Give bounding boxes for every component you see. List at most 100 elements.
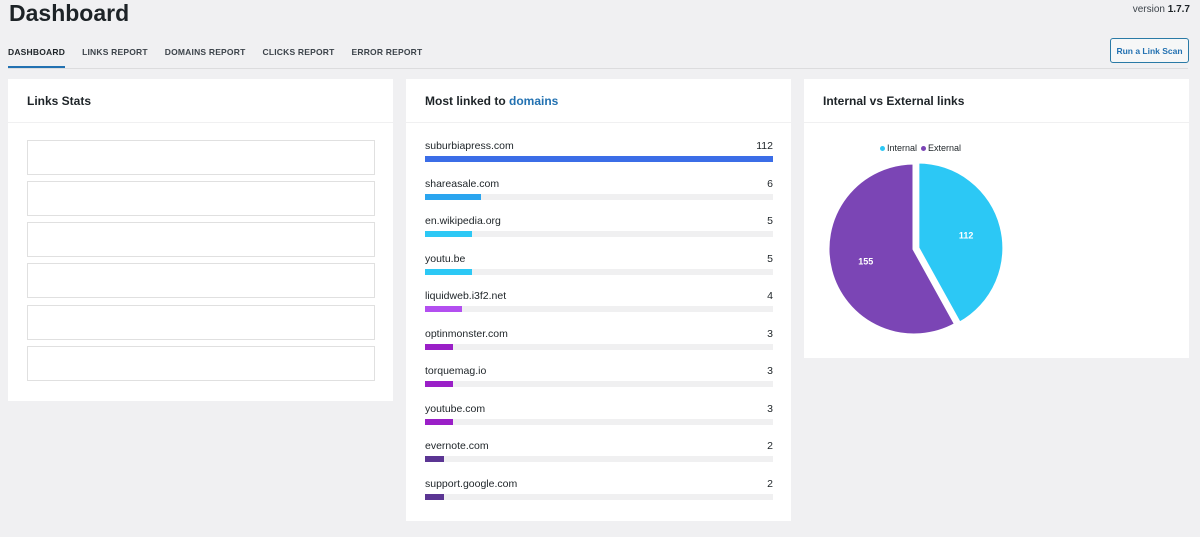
broken-link-icon	[36, 313, 54, 332]
link-found-icon	[36, 190, 54, 208]
stat-label: Orphaned Posts	[62, 274, 142, 287]
domain-row[interactable]: en.wikipedia.org 5	[425, 215, 773, 239]
stat-label: Broken Links	[62, 316, 126, 329]
orphaned-posts-icon	[36, 271, 54, 290]
pie-slice-external[interactable]	[826, 161, 958, 337]
domain-row[interactable]: youtu.be 5	[425, 253, 773, 277]
error-x-icon	[36, 354, 54, 373]
domain-bar-track	[425, 306, 773, 312]
stat-orphaned-posts[interactable]: Orphaned Posts 1	[27, 263, 375, 298]
domain-row[interactable]: evernote.com 2	[425, 440, 773, 464]
domain-name: youtu.be	[425, 252, 466, 265]
internal-link-icon	[36, 230, 54, 249]
domain-bar	[425, 268, 472, 275]
domain-name: optinmonster.com	[425, 327, 508, 340]
stat-posts-crawled[interactable]: Posts Crawled 6	[27, 140, 375, 175]
domain-bar	[425, 193, 481, 200]
pie-slice-internal[interactable]	[916, 160, 1006, 326]
domain-bar	[425, 306, 463, 312]
domain-row[interactable]: optinmonster.com 3	[425, 328, 773, 352]
domain-bar	[425, 231, 472, 237]
version-info: version 1.7.7	[1133, 4, 1190, 15]
internal-external-pie-chart: 112 155	[826, 160, 1006, 337]
legend-item-external[interactable]: External	[921, 143, 961, 153]
domain-count: 3	[767, 402, 773, 415]
domain-count: 5	[767, 215, 773, 227]
legend-dot	[880, 145, 885, 151]
domain-row[interactable]: liquidweb.i3f2.net 4	[425, 290, 773, 314]
domain-bar	[425, 381, 453, 387]
stat-value: 6	[355, 151, 362, 164]
domain-bar	[425, 493, 444, 500]
domain-count: 2	[767, 477, 773, 490]
domain-bar-track	[425, 231, 773, 237]
stat-internal-links[interactable]: Internal Links 112	[27, 222, 375, 257]
card-divider	[406, 122, 791, 123]
legend-item-internal[interactable]: Internal	[880, 143, 917, 153]
stat-value: 112	[343, 233, 362, 246]
domain-row[interactable]: torquemag.io 3	[425, 365, 773, 389]
stat-label: Posts Crawled	[62, 151, 133, 164]
domain-count: 6	[767, 177, 773, 190]
card-divider	[804, 122, 1189, 123]
version-number: 1.7.7	[1167, 4, 1190, 15]
domain-name: shareasale.com	[425, 177, 500, 190]
domain-bar	[425, 343, 453, 350]
stat-label: Internal Links	[62, 233, 128, 246]
domain-count: 3	[767, 365, 773, 377]
chart-legend: Internal External	[880, 143, 965, 153]
domain-name: suburbiapress.com	[425, 140, 514, 152]
domain-count: 4	[767, 290, 773, 302]
stat-value: 0	[355, 316, 362, 329]
domain-row[interactable]: shareasale.com 6	[425, 178, 773, 202]
stat-value: 1	[355, 274, 362, 287]
stat-label: 404 errors	[62, 357, 113, 370]
domain-row[interactable]: support.google.com 2	[425, 478, 773, 502]
legend-label: Internal	[887, 143, 918, 153]
links-stats-card: Links Stats Posts Crawled 6 Links Found …	[8, 79, 393, 401]
domain-bar-track	[425, 418, 773, 425]
title-highlight: domains	[509, 94, 559, 108]
stat-broken-links[interactable]: Broken Links 0	[27, 305, 375, 340]
domain-bar-track	[425, 193, 773, 200]
domain-count: 3	[767, 327, 773, 340]
tab-domains-report[interactable]: DOMAINS REPORT	[164, 47, 246, 57]
domain-bar-track	[425, 456, 773, 462]
domain-name: torquemag.io	[425, 365, 487, 377]
tab-clicks-report[interactable]: CLICKS REPORT	[262, 47, 335, 57]
domain-name: liquidweb.i3f2.net	[425, 290, 507, 302]
pie-value-label: 155	[858, 256, 873, 266]
tab-error-report[interactable]: ERROR REPORT	[351, 47, 423, 57]
tab-dashboard[interactable]: DASHBOARD	[8, 40, 66, 68]
domain-bar-track	[425, 268, 773, 275]
stat-links-found[interactable]: Links Found 267	[27, 181, 375, 216]
domain-name: youtube.com	[425, 402, 486, 415]
domain-name: support.google.com	[425, 477, 518, 490]
tabs-divider	[8, 68, 1188, 69]
domain-name: evernote.com	[425, 440, 489, 452]
stat-label: Links Found	[62, 192, 122, 205]
stat-value: 0	[355, 357, 362, 370]
internal-external-title: Internal vs External links	[823, 94, 965, 108]
version-label: version	[1132, 4, 1165, 15]
internal-external-card: Internal vs External links Internal Exte…	[804, 79, 1189, 358]
legend-dot	[921, 145, 927, 151]
domain-bar	[425, 418, 453, 425]
domain-row[interactable]: suburbiapress.com 112	[425, 140, 773, 164]
top-domains-title: Most linked to domains	[425, 94, 558, 108]
run-link-scan-button[interactable]: Run a Link Scan	[1110, 38, 1189, 63]
tab-links-report[interactable]: LINKS REPORT	[82, 47, 148, 57]
links-stats-title: Links Stats	[27, 94, 92, 108]
domain-count: 2	[767, 440, 773, 452]
stat-404-errors[interactable]: 404 errors 0	[27, 346, 375, 381]
domain-row[interactable]: youtube.com 3	[425, 403, 773, 427]
domain-count: 5	[767, 252, 773, 265]
page-title: Dashboard	[9, 0, 130, 26]
domain-name: en.wikipedia.org	[425, 215, 501, 227]
domain-bar-track	[425, 343, 773, 350]
domain-bar-track	[425, 156, 773, 162]
top-domains-card: Most linked to domains suburbiapress.com…	[406, 79, 791, 521]
title-prefix: Most linked to	[425, 94, 506, 108]
domain-bar-track	[425, 381, 773, 387]
legend-label: External	[928, 143, 962, 153]
